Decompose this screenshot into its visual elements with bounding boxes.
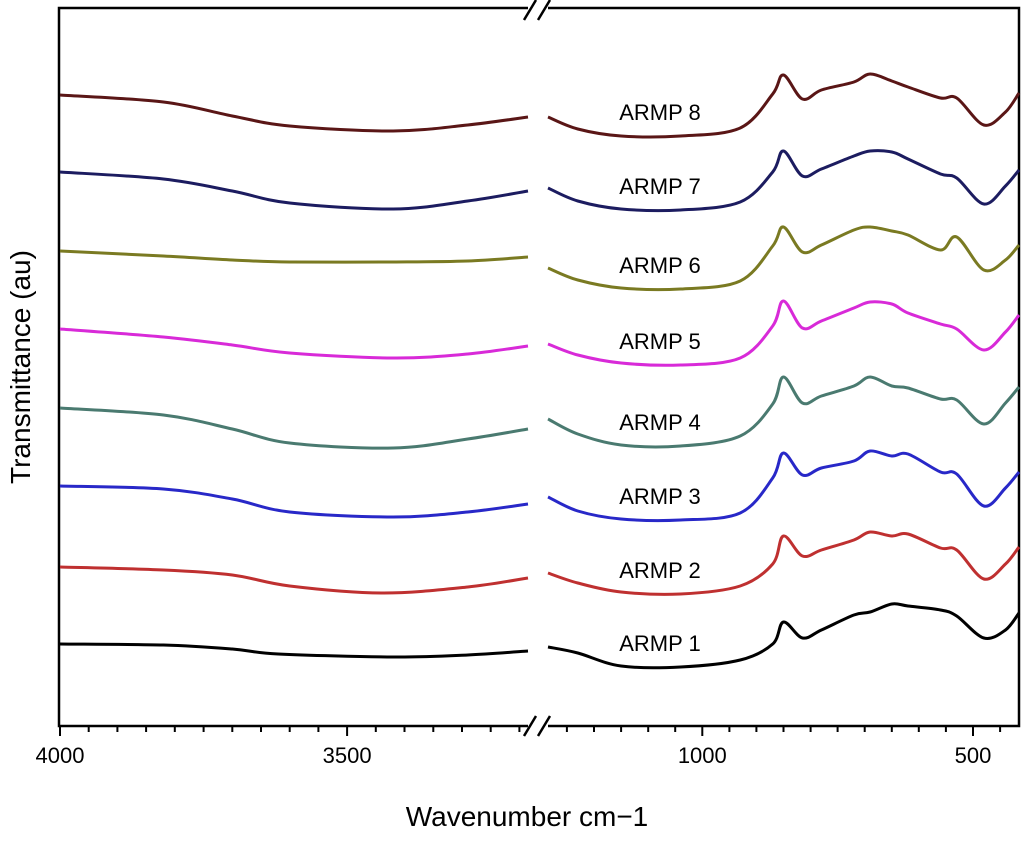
series-label-armp-7: ARMP 7 (619, 174, 701, 199)
series-line-armp-1-low (547, 602, 1021, 670)
series-label-armp-4: ARMP 4 (619, 410, 701, 435)
x-tick-label: 1000 (678, 743, 727, 768)
series-line-armp-3-low (547, 449, 1021, 523)
x-tick-label: 500 (955, 743, 992, 768)
series-line-armp-4-high (59, 406, 529, 450)
series-line-armp-3-high (59, 484, 529, 519)
x-tick-label: 4000 (36, 743, 85, 768)
axis-break-mark (536, 0, 552, 21)
series-line-armp-5-low (547, 299, 1021, 367)
axis-break-mark (522, 0, 538, 21)
series-line-armp-7-low (547, 149, 1021, 213)
series-armp-8: ARMP 8 (59, 72, 1021, 139)
series-armp-5: ARMP 5 (59, 299, 1021, 367)
series-line-armp-6-high (59, 249, 529, 264)
series-armp-7: ARMP 7 (59, 149, 1021, 213)
series-line-armp-4-low (547, 375, 1021, 449)
x-axis-title: Wavenumber cm−1 (406, 801, 649, 832)
series-line-armp-2-high (59, 565, 529, 595)
plot-frame (57, 6, 1021, 728)
series-line-armp-8-high (59, 93, 529, 133)
series-label-armp-1: ARMP 1 (619, 631, 701, 656)
series-armp-2: ARMP 2 (59, 530, 1021, 596)
series-armp-3: ARMP 3 (59, 449, 1021, 523)
series-layer: ARMP 1 ARMP 2 ARMP 3 ARMP 4 ARMP 5 ARMP 6 ARMP… (59, 72, 1021, 670)
series-label-armp-6: ARMP 6 (619, 253, 701, 278)
y-axis-title: Transmittance (au) (5, 250, 36, 484)
series-armp-1: ARMP 1 (59, 602, 1021, 670)
x-axis-ticks: 4000 3500 1000 500 (36, 726, 1002, 768)
axis-break-mark (536, 715, 552, 737)
series-label-armp-5: ARMP 5 (619, 329, 701, 354)
series-line-armp-8-low (547, 72, 1021, 139)
axis-break-mark (522, 715, 538, 737)
axis-break-gap (522, 0, 552, 737)
series-line-armp-1-high (59, 642, 529, 659)
x-tick-label: 3500 (323, 743, 372, 768)
series-line-armp-2-low (547, 530, 1021, 596)
series-armp-6: ARMP 6 (59, 225, 1021, 292)
series-label-armp-8: ARMP 8 (619, 100, 701, 125)
series-line-armp-5-high (59, 327, 529, 360)
series-armp-4: ARMP 4 (59, 375, 1021, 450)
series-line-armp-6-low (547, 225, 1021, 292)
series-line-armp-7-high (59, 170, 529, 211)
series-label-armp-2: ARMP 2 (619, 558, 701, 583)
series-label-armp-3: ARMP 3 (619, 484, 701, 509)
